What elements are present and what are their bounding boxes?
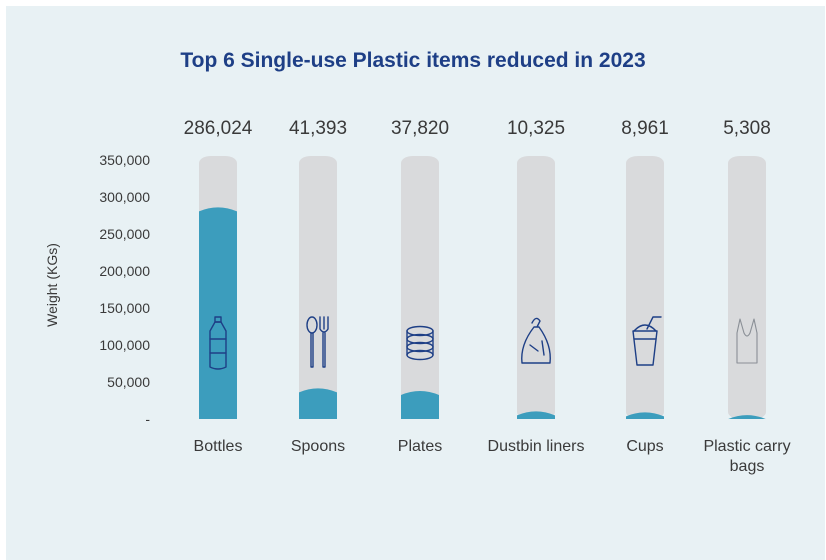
x-tick-label: Plastic carry bags (703, 438, 790, 475)
bar (199, 207, 237, 419)
bar-track (626, 156, 664, 419)
x-tick-label: Spoons (291, 438, 345, 455)
bar-group: 8,961 Cups (621, 118, 669, 455)
y-tick-label: - (145, 411, 150, 427)
dustbin-bag-icon (521, 317, 551, 364)
bar-group: 286,024 Bottles (184, 118, 253, 455)
bar-group: 5,308 Plastic carry bags (703, 118, 790, 475)
spoon-fork-icon (306, 316, 329, 368)
x-tick-label: Dustbin liners (488, 438, 585, 455)
x-tick-label: Plates (398, 438, 442, 455)
bar (728, 415, 766, 420)
data-label: 8,961 (621, 118, 669, 139)
bar (401, 391, 439, 419)
bar-group: 10,325 Dustbin liners (488, 118, 585, 455)
bar (299, 388, 337, 419)
data-label: 286,024 (184, 118, 253, 139)
bar (517, 411, 555, 419)
y-tick-label: 100,000 (99, 337, 150, 353)
bar-group: 37,820 Plates (391, 118, 449, 455)
y-tick-label: 50,000 (107, 374, 150, 390)
bar-track (401, 156, 439, 419)
x-tick-label: Cups (626, 438, 663, 455)
x-tick-label: Bottles (194, 438, 243, 455)
bar-track (728, 156, 766, 419)
bar-track (517, 156, 555, 419)
data-label: 5,308 (723, 118, 771, 139)
bottle-icon (209, 316, 227, 370)
data-label: 37,820 (391, 118, 449, 139)
y-tick-label: 250,000 (99, 226, 150, 242)
chart-title: Top 6 Single-use Plastic items reduced i… (180, 49, 646, 72)
y-tick-label: 150,000 (99, 300, 150, 316)
cup-icon (632, 316, 662, 366)
bar (626, 412, 664, 419)
y-tick-label: 200,000 (99, 263, 150, 279)
plates-icon (406, 325, 434, 361)
carry-bag-icon (736, 318, 758, 364)
bar-group: 41,393 Spoons (289, 118, 347, 455)
y-tick-label: 300,000 (99, 189, 150, 205)
data-label: 41,393 (289, 118, 347, 139)
data-label: 10,325 (507, 118, 565, 139)
y-tick-label: 350,000 (99, 152, 150, 168)
bar-track (299, 156, 337, 419)
